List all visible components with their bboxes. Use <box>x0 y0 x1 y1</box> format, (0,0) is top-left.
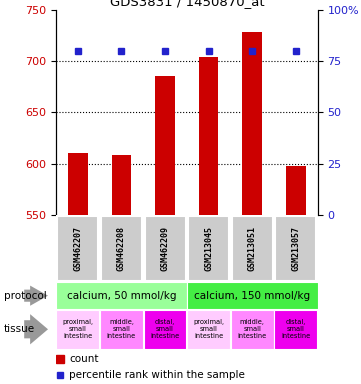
Bar <box>232 217 273 281</box>
Bar <box>275 217 316 281</box>
Bar <box>188 217 229 281</box>
Text: protocol: protocol <box>4 291 46 301</box>
Bar <box>144 217 186 281</box>
FancyArrow shape <box>24 314 48 344</box>
Bar <box>187 310 230 349</box>
Bar <box>155 76 175 215</box>
Bar <box>112 156 131 215</box>
Text: count: count <box>69 354 99 364</box>
Text: GSM462209: GSM462209 <box>161 226 170 271</box>
Text: distal,
small
intestine: distal, small intestine <box>151 319 180 339</box>
Text: percentile rank within the sample: percentile rank within the sample <box>69 370 245 380</box>
Text: GSM462208: GSM462208 <box>117 226 126 271</box>
Text: tissue: tissue <box>4 324 35 334</box>
Bar <box>100 310 143 349</box>
Bar <box>144 310 186 349</box>
Text: distal,
small
intestine: distal, small intestine <box>281 319 310 339</box>
Bar <box>56 282 187 309</box>
Text: calcium, 50 mmol/kg: calcium, 50 mmol/kg <box>67 291 176 301</box>
Text: proximal,
small
intestine: proximal, small intestine <box>62 319 93 339</box>
Text: middle,
small
intestine: middle, small intestine <box>107 319 136 339</box>
Bar <box>231 310 274 349</box>
Bar <box>199 57 218 215</box>
Text: GSM213051: GSM213051 <box>248 226 257 271</box>
Text: GSM462207: GSM462207 <box>73 226 82 271</box>
FancyArrow shape <box>24 286 48 306</box>
Bar <box>57 217 98 281</box>
Bar <box>286 166 306 215</box>
Text: proximal,
small
intestine: proximal, small intestine <box>193 319 224 339</box>
Bar <box>187 282 318 309</box>
Bar <box>68 153 88 215</box>
Text: GSM213057: GSM213057 <box>291 226 300 271</box>
Text: calcium, 150 mmol/kg: calcium, 150 mmol/kg <box>194 291 310 301</box>
Bar <box>101 217 142 281</box>
Bar <box>56 310 99 349</box>
Bar <box>274 310 317 349</box>
Text: middle,
small
intestine: middle, small intestine <box>238 319 267 339</box>
Bar <box>243 32 262 215</box>
Title: GDS3831 / 1450870_at: GDS3831 / 1450870_at <box>109 0 264 8</box>
Text: GSM213045: GSM213045 <box>204 226 213 271</box>
